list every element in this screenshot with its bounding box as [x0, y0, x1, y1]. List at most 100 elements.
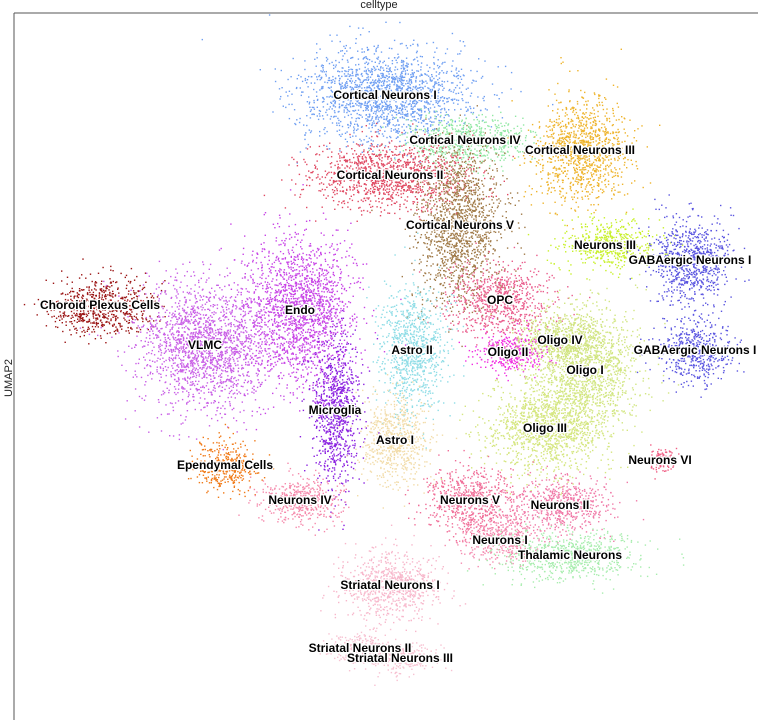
- scatter-point: [347, 104, 350, 106]
- scatter-point: [606, 119, 608, 122]
- scatter-point: [497, 205, 499, 207]
- scatter-point: [388, 212, 391, 214]
- scatter-point: [573, 163, 575, 165]
- scatter-point: [350, 57, 352, 59]
- scatter-point: [312, 113, 314, 115]
- scatter-point: [479, 132, 482, 135]
- scatter-point: [585, 100, 587, 103]
- scatter-point: [382, 110, 384, 112]
- scatter-point: [432, 103, 434, 106]
- scatter-point: [565, 108, 568, 111]
- scatter-point: [413, 169, 416, 171]
- scatter-point: [468, 156, 471, 159]
- scatter-point: [364, 193, 367, 195]
- scatter-point: [535, 134, 538, 136]
- scatter-point: [425, 92, 427, 94]
- scatter-point: [570, 108, 572, 110]
- scatter-point: [502, 130, 505, 132]
- scatter-point: [280, 95, 282, 98]
- scatter-point: [486, 154, 489, 156]
- scatter-point: [344, 95, 346, 97]
- scatter-point: [569, 135, 571, 137]
- scatter-point: [414, 156, 416, 158]
- scatter-point: [418, 84, 421, 86]
- scatter-point: [451, 156, 453, 159]
- scatter-point: [337, 204, 339, 206]
- scatter-point: [356, 91, 358, 93]
- scatter-point: [465, 110, 468, 112]
- scatter-point: [432, 140, 434, 142]
- scatter-point: [580, 158, 582, 160]
- scatter-point: [274, 80, 277, 83]
- scatter-point: [401, 109, 403, 111]
- scatter-point: [465, 88, 468, 90]
- scatter-point: [568, 132, 571, 134]
- scatter-point: [385, 88, 388, 91]
- scatter-point: [548, 157, 550, 159]
- scatter-point: [568, 150, 570, 152]
- scatter-point: [562, 187, 564, 190]
- scatter-point: [459, 143, 461, 146]
- scatter-point: [402, 192, 405, 195]
- scatter-point: [399, 160, 402, 162]
- scatter-point: [407, 115, 409, 117]
- scatter-point: [389, 70, 391, 72]
- scatter-point: [435, 116, 437, 118]
- scatter-point: [437, 91, 440, 94]
- scatter-point: [414, 176, 416, 179]
- scatter-point: [465, 303, 467, 306]
- scatter-point: [501, 136, 503, 139]
- scatter-point: [437, 79, 439, 81]
- scatter-point: [577, 164, 579, 166]
- scatter-point: [382, 97, 384, 99]
- scatter-point: [384, 189, 387, 191]
- scatter-point: [420, 108, 422, 110]
- scatter-point: [449, 88, 451, 91]
- scatter-point: [330, 115, 332, 118]
- scatter-point: [337, 117, 339, 120]
- scatter-point: [612, 84, 615, 86]
- scatter-point: [433, 130, 435, 132]
- scatter-point: [392, 178, 394, 181]
- scatter-point: [388, 155, 390, 158]
- scatter-point: [357, 58, 360, 60]
- scatter-point: [450, 266, 452, 268]
- scatter-point: [372, 160, 374, 162]
- scatter-point: [465, 130, 467, 133]
- scatter-point: [461, 131, 463, 133]
- scatter-point: [358, 145, 361, 147]
- scatter-point: [379, 215, 382, 217]
- scatter-point: [440, 120, 443, 122]
- scatter-point: [436, 139, 438, 141]
- scatter-point: [460, 68, 463, 70]
- scatter-point: [296, 161, 298, 163]
- scatter-point: [586, 159, 589, 161]
- scatter-point: [409, 153, 411, 155]
- scatter-point: [467, 163, 469, 166]
- scatter-point: [453, 270, 456, 272]
- scatter-point: [590, 183, 592, 186]
- scatter-point: [492, 139, 494, 141]
- scatter-point: [536, 190, 538, 193]
- scatter-point: [417, 184, 420, 186]
- scatter-point: [313, 113, 315, 116]
- scatter-point: [428, 135, 430, 137]
- scatter-point: [402, 184, 405, 186]
- scatter-point: [381, 75, 383, 77]
- scatter-point: [548, 143, 551, 145]
- scatter-point: [435, 89, 437, 91]
- scatter-point: [435, 276, 437, 279]
- scatter-point: [555, 142, 557, 145]
- scatter-point: [415, 103, 417, 105]
- scatter-point: [409, 87, 412, 89]
- scatter-point: [437, 97, 439, 100]
- scatter-point: [390, 195, 392, 197]
- scatter-point: [459, 148, 461, 150]
- scatter-point: [417, 135, 420, 137]
- scatter-point: [592, 130, 595, 132]
- scatter-point: [405, 88, 408, 91]
- scatter-point: [351, 161, 353, 164]
- scatter-point: [401, 133, 403, 136]
- scatter-point: [357, 77, 359, 79]
- scatter-point: [339, 150, 341, 152]
